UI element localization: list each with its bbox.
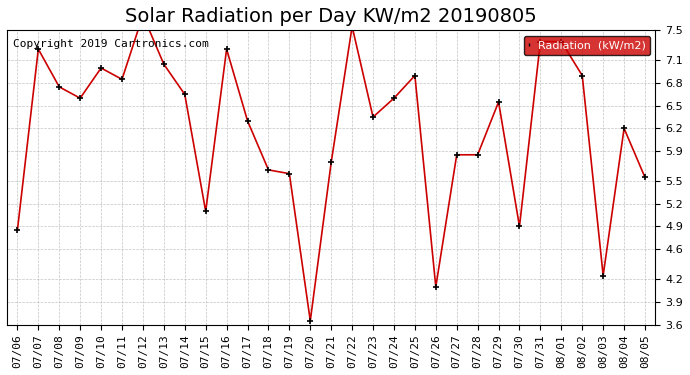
Text: Copyright 2019 Cartronics.com: Copyright 2019 Cartronics.com [13,39,209,49]
Title: Solar Radiation per Day KW/m2 20190805: Solar Radiation per Day KW/m2 20190805 [126,7,537,26]
Legend: Radiation  (kW/m2): Radiation (kW/m2) [524,36,650,55]
